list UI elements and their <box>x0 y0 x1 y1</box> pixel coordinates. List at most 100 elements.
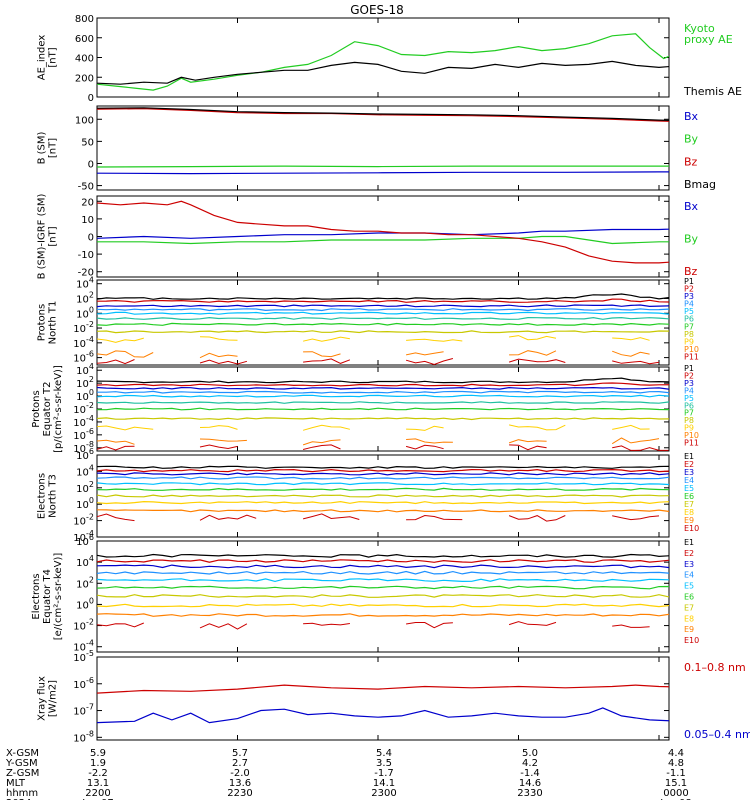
y-axis-label: AE_index <box>37 35 48 81</box>
series-line <box>97 564 669 569</box>
x-axis-value: -1.4 <box>520 768 540 779</box>
series-line-segment <box>302 424 351 431</box>
y-axis-label: Equator T2 <box>42 382 53 437</box>
series-line-segment <box>303 622 350 626</box>
x-axis-value: 14.6 <box>519 778 541 789</box>
series-line <box>97 482 669 486</box>
series-line-segment <box>405 358 454 365</box>
series-line <box>97 684 669 694</box>
series-line <box>97 390 669 394</box>
legend-entry: P1 <box>684 364 694 373</box>
x-axis-value: 4.4 <box>668 748 684 759</box>
series-line <box>97 613 669 617</box>
series-line-segment <box>508 358 566 363</box>
y-tick-label: 102 <box>76 290 94 305</box>
y-tick-label: 10 <box>81 215 94 226</box>
x-axis-value: 5.4 <box>376 748 392 759</box>
series-line <box>97 509 669 513</box>
series-line <box>97 394 669 398</box>
legend-entry: P4 <box>684 386 694 395</box>
x-axis-value: 4.8 <box>668 758 684 769</box>
series-line-segment <box>715 626 750 629</box>
legend-entry: E8 <box>684 508 694 517</box>
series-group <box>97 33 669 91</box>
series-line <box>97 33 669 91</box>
series-line-segment <box>508 621 557 626</box>
legend-entry: Bx <box>684 200 699 213</box>
series-line <box>97 311 669 315</box>
panel-frame <box>96 656 670 741</box>
y-axis-label: North T1 <box>48 301 59 345</box>
series-line <box>97 707 669 724</box>
y-tick-label: 10-6 <box>73 350 94 365</box>
series-line <box>97 494 669 498</box>
series-line-segment <box>199 425 238 430</box>
series-line-segment <box>302 513 360 520</box>
series-line <box>97 316 669 321</box>
series-line-segment <box>612 515 660 521</box>
y-tick-label: 10-2 <box>73 320 94 335</box>
series-line-segment <box>97 513 135 522</box>
x-axis-value: 14.1 <box>373 778 395 789</box>
legend-entry: P7 <box>684 409 694 418</box>
series-line-segment <box>199 352 238 359</box>
y-axis-label: [e/(cm²-s-sr-keV)] <box>53 553 64 641</box>
series-line <box>97 330 669 334</box>
series-line-segment <box>199 514 257 521</box>
series-line-segment <box>715 336 750 342</box>
y-tick-label: 20 <box>81 197 94 208</box>
panel-frame <box>96 195 670 278</box>
series-line-segment <box>508 424 566 431</box>
series-line-segment <box>612 445 669 451</box>
series-line-segment <box>715 447 750 452</box>
y-tick-label: 100 <box>76 388 94 403</box>
series-line-segment <box>508 439 547 444</box>
series-line <box>97 468 669 473</box>
panel-2: -50 0 50 100 B (SM) [nT] Bx By Bz Bmag <box>37 105 716 193</box>
x-axis-value: -1.1 <box>666 768 686 779</box>
panel-3: -20 -10 0 10 20 B (SM)-IGRF (SM) [nT] Bx By Bz <box>37 194 699 280</box>
y-tick-label: 102 <box>76 575 94 590</box>
legend-entry: E7 <box>684 603 694 612</box>
y-tick-label: 106 <box>76 533 94 548</box>
series-line-segment <box>97 337 144 343</box>
series-line <box>97 165 669 168</box>
y-tick-label: 100 <box>76 305 94 320</box>
y-axis-label: [nT] <box>48 226 59 246</box>
y-axis-label: North T3 <box>48 474 59 518</box>
x-axis-row-label: Y-GSM <box>5 758 38 769</box>
series-line <box>97 500 669 505</box>
legend-entry: proxy AE <box>684 33 733 46</box>
y-tick-label: 50 <box>81 137 94 148</box>
x-axis-value: 2200 <box>85 788 110 799</box>
panel-frame <box>96 17 670 98</box>
y-axis-label: [W/m2] <box>48 680 59 717</box>
y-tick-label: 400 <box>75 54 94 65</box>
legend-entry: P6 <box>684 315 694 324</box>
series-line-segment <box>406 425 444 431</box>
series-line-segment <box>611 437 660 445</box>
series-line-segment <box>97 622 144 628</box>
y-tick-label: 10-4 <box>73 639 94 654</box>
x-axis-value: -2.2 <box>88 768 108 779</box>
series-line-segment <box>302 439 341 446</box>
series-line-segment <box>97 439 135 445</box>
x-axis-value: 1.9 <box>90 758 106 769</box>
legend-entry: P1 <box>684 277 694 286</box>
x-axis-value: 5.7 <box>232 748 248 759</box>
x-axis-value: 5.9 <box>90 748 106 759</box>
legend-entry: E2 <box>684 549 694 558</box>
legend-entry: E3 <box>684 468 694 477</box>
y-tick-label: 10-7 <box>73 703 94 718</box>
x-axis-value: 5.0 <box>522 748 538 759</box>
x-axis-value: -1.7 <box>374 768 394 779</box>
x-axis-row-label: MLT <box>6 778 26 789</box>
legend-entry: E6 <box>684 593 694 602</box>
legend-entry: P2 <box>684 285 694 294</box>
series-line-segment <box>612 360 660 365</box>
y-tick-label: 0 <box>88 233 94 244</box>
series-line <box>97 401 669 404</box>
y-tick-label: 10-2 <box>73 513 94 528</box>
